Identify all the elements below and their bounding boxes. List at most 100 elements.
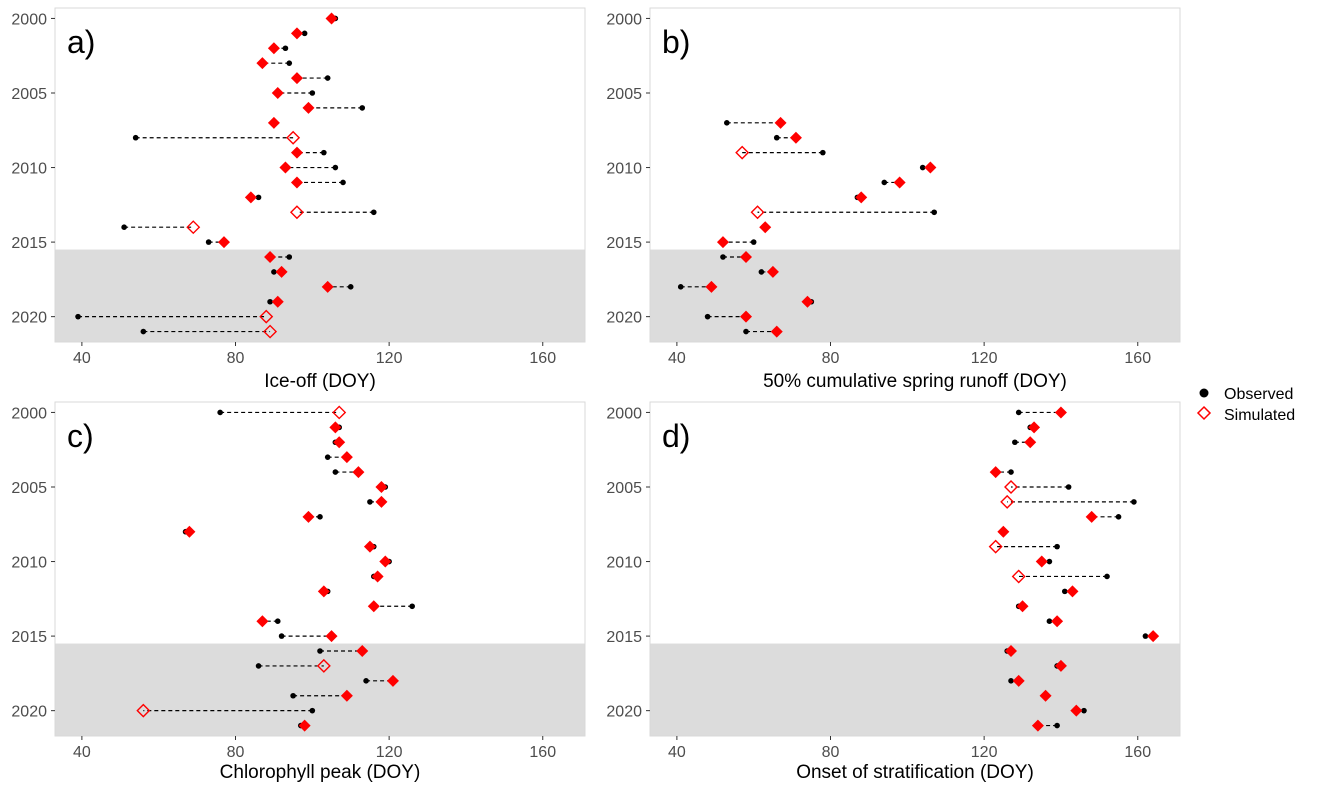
simulated-point [1028,421,1041,434]
simulated-point-open [332,405,347,420]
observed-point [1081,707,1087,714]
x-axis-title: Onset of stratification (DOY) [796,762,1034,783]
simulated-point [302,510,315,523]
y-tick-label: 2000 [606,405,642,422]
y-tick-label: 2010 [11,161,47,178]
observed-point [704,313,711,320]
simulated-point [375,480,388,493]
simulated-point [705,280,718,293]
simulated-point [298,719,311,732]
observed-point [140,328,147,335]
observed-point [820,149,826,156]
y-tick-label: 2000 [606,11,642,28]
x-tick-label: 40 [73,744,91,761]
simulated-point [329,421,342,434]
x-axis-title: Ice-off (DOY) [264,371,376,392]
simulated-point [1039,689,1052,702]
simulated-point [333,436,346,449]
observed-point [720,254,726,260]
simulated-point-open [136,703,151,718]
x-tick-label: 160 [1124,744,1151,761]
simulated-point [271,86,284,99]
legend-observed-marker [1199,388,1209,398]
panel-border [649,7,1181,343]
simulated-point [290,72,303,85]
simulated-point [789,131,802,144]
observed-point [1046,558,1053,565]
simulated-point [340,451,353,464]
observed-point [309,90,316,96]
simulated-point [183,525,196,538]
simulated-point [1085,510,1098,523]
y-tick-label: 2015 [606,629,642,646]
simulated-point [1012,674,1025,687]
simulated-point [801,295,814,308]
panel-letter: c) [67,418,94,454]
observed-point [267,298,273,305]
x-tick-label: 40 [73,350,91,367]
simulated-point-open [1004,480,1018,494]
observed-point [274,618,281,624]
y-tick-label: 2005 [11,86,47,103]
legend-observed-label: Observed [1224,386,1293,403]
observed-point [340,179,346,186]
x-axis-title: Chlorophyll peak (DOY) [220,762,421,783]
observed-point [724,120,730,126]
observed-point [1131,499,1137,505]
observed-point [1115,514,1122,520]
simulated-point-open [1000,494,1015,509]
shaded-period [650,643,1180,736]
legend-simulated-label: Simulated [1224,407,1295,424]
simulated-point [363,540,376,553]
y-tick-label: 2010 [606,161,642,178]
observed-point [282,45,289,52]
simulated-point [325,630,338,643]
simulated-point [264,251,277,264]
x-tick-label: 160 [1124,350,1151,367]
x-tick-label: 120 [971,350,998,367]
simulated-point-open [186,220,201,235]
simulated-point [1054,659,1067,672]
observed-point [931,209,938,216]
observed-point [1142,633,1149,639]
observed-point [324,454,331,460]
simulated-point [367,600,380,613]
y-tick-label: 2020 [11,704,47,721]
panel-border [54,401,586,737]
simulated-point [716,236,729,249]
x-tick-label: 80 [822,350,840,367]
legend-simulated-marker [1196,405,1212,421]
simulated-point-open [286,130,301,145]
simulated-point [340,689,353,702]
observed-point [332,164,339,171]
simulated-point [356,645,369,658]
simulated-point [1070,704,1083,717]
simulated-point [1024,436,1037,449]
x-tick-label: 120 [376,350,403,367]
observed-point [881,179,888,186]
observed-point [773,134,780,141]
observed-point [321,149,327,156]
observed-point [255,663,262,669]
panel-border [54,7,586,343]
simulated-point [855,191,868,204]
y-tick-label: 2005 [606,480,642,497]
panel-letter: a) [67,24,95,60]
observed-point [75,313,81,320]
observed-point [121,224,127,230]
simulated-point [325,12,338,25]
simulated-point [375,495,388,508]
y-tick-label: 2000 [11,11,47,28]
legend: Observed Simulated [1196,386,1295,424]
observed-point [217,409,223,416]
simulated-point [279,161,292,174]
observed-point [919,164,926,171]
x-tick-label: 120 [376,744,403,761]
y-tick-label: 2010 [11,555,47,572]
observed-point [743,328,749,335]
observed-point [324,75,331,81]
observed-point [1015,409,1022,416]
simulated-point [1054,406,1067,419]
shaded-period [55,249,585,342]
